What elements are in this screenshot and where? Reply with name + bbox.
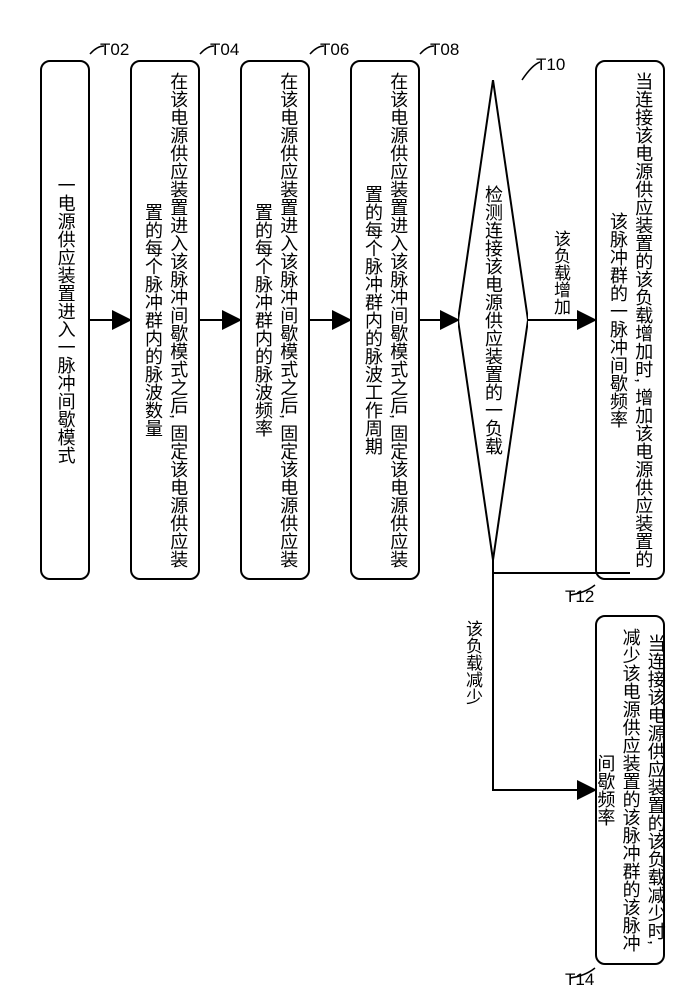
- node-t06-text: 在该电源供应装置进入该脉冲间歇模式之后, 固定该电源供应装置的每个脉冲群内的脉波…: [250, 70, 300, 570]
- node-t14: 当连接该电源供应装置的该负载减少时, 减少该电源供应装置的该脉冲群的该脉冲间歇频…: [595, 615, 665, 965]
- node-t12-text: 当连接该电源供应装置的该负载增加时, 增加该电源供应装置的该脉冲群的一脉冲间歇频…: [605, 70, 655, 570]
- node-t02-text: 一电源供应装置进入一脉冲间歇模式: [52, 176, 77, 464]
- flow-connectors: [0, 0, 695, 1000]
- node-t04: 在该电源供应装置进入该脉冲间歇模式之后, 固定该电源供应装置的每个脉冲群内的脉波…: [130, 60, 200, 580]
- tag-t12: T12: [565, 587, 594, 607]
- node-t08: 在该电源供应装置进入该脉冲间歇模式之后, 固定该电源供应装置的每个脉冲群内的脉波…: [350, 60, 420, 580]
- node-t10: 检测连接该电源供应装置的一负载: [458, 80, 528, 560]
- node-t10-text: 检测连接该电源供应装置的一负载: [480, 185, 506, 455]
- tag-t08: T08: [430, 40, 459, 60]
- tag-t10: T10: [536, 55, 565, 75]
- tag-t02: T02: [100, 40, 129, 60]
- node-t06: 在该电源供应装置进入该脉冲间歇模式之后, 固定该电源供应装置的每个脉冲群内的脉波…: [240, 60, 310, 580]
- node-t14-text: 当连接该电源供应装置的该负载减少时, 减少该电源供应装置的该脉冲群的该脉冲间歇频…: [592, 625, 668, 955]
- node-t04-text: 在该电源供应装置进入该脉冲间歇模式之后, 固定该电源供应装置的每个脉冲群内的脉波…: [140, 70, 190, 570]
- node-t02: 一电源供应装置进入一脉冲间歇模式: [40, 60, 90, 580]
- node-t12: 当连接该电源供应装置的该负载增加时, 增加该电源供应装置的该脉冲群的一脉冲间歇频…: [595, 60, 665, 580]
- tag-t04: T04: [210, 40, 239, 60]
- tag-t06: T06: [320, 40, 349, 60]
- node-t08-text: 在该电源供应装置进入该脉冲间歇模式之后, 固定该电源供应装置的每个脉冲群内的脉波…: [360, 70, 410, 570]
- edge-label-decrease: 该负载减少: [460, 620, 485, 705]
- edge-label-increase: 该负载增加: [548, 230, 573, 315]
- tag-t14: T14: [565, 970, 594, 990]
